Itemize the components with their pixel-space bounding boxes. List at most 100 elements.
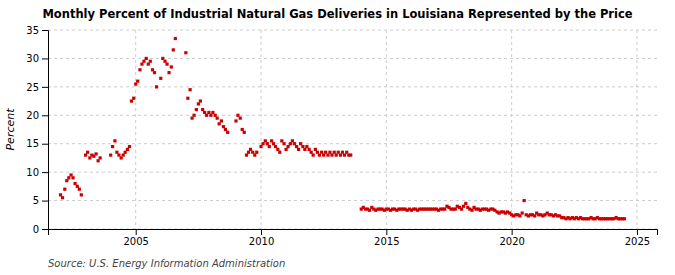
point: [293, 142, 296, 145]
point: [172, 48, 175, 51]
point: [312, 153, 315, 156]
point: [247, 151, 250, 154]
point: [161, 57, 164, 60]
point: [326, 153, 329, 156]
point: [155, 85, 158, 88]
point: [251, 151, 254, 154]
point: [291, 139, 294, 142]
y-tick-label: 25: [26, 82, 39, 93]
x-tick-mark: [136, 229, 137, 235]
point: [286, 145, 289, 148]
points: [59, 37, 626, 220]
y-grid-line: [48, 115, 657, 116]
y-tick-mark: [42, 58, 48, 59]
point: [136, 80, 139, 83]
y-tick: 25: [26, 82, 48, 93]
point: [322, 153, 325, 156]
y-tick-label: 0: [33, 224, 39, 235]
y-tick-label: 20: [26, 110, 39, 121]
point: [142, 60, 145, 63]
point: [78, 188, 81, 191]
point: [218, 122, 221, 125]
point: [278, 151, 281, 154]
y-tick-mark: [42, 115, 48, 116]
title: Monthly Percent of Industrial Natural Ga…: [42, 7, 632, 21]
point: [521, 211, 524, 214]
point: [184, 51, 187, 54]
x-tick-label: 2010: [249, 236, 274, 247]
point: [97, 159, 100, 162]
point: [301, 145, 304, 148]
point: [268, 145, 271, 148]
point: [193, 114, 196, 117]
point: [314, 148, 317, 151]
y-tick: 20: [26, 110, 48, 121]
point: [189, 88, 192, 91]
point: [113, 139, 116, 142]
point: [149, 60, 152, 63]
point: [470, 209, 473, 212]
point: [84, 153, 87, 156]
point: [368, 209, 371, 212]
point: [73, 182, 76, 185]
point: [460, 208, 463, 211]
point: [211, 111, 214, 114]
point: [341, 151, 344, 154]
point: [124, 151, 127, 154]
point: [282, 142, 285, 145]
point: [303, 148, 306, 151]
point: [328, 151, 331, 154]
point: [109, 153, 112, 156]
point: [111, 145, 114, 148]
point: [222, 125, 225, 128]
point: [234, 119, 237, 122]
point: [76, 185, 79, 188]
point: [249, 148, 252, 151]
point: [191, 117, 194, 120]
y-grid-line: [48, 86, 657, 87]
point: [464, 202, 467, 205]
x-tick-label: 2025: [625, 236, 650, 247]
point: [128, 145, 131, 148]
point: [147, 63, 150, 66]
point: [443, 208, 446, 211]
point: [63, 188, 66, 191]
point: [197, 102, 200, 105]
point: [207, 111, 210, 114]
grid: [48, 30, 657, 229]
point: [170, 65, 173, 68]
point: [241, 128, 244, 131]
point: [333, 151, 336, 154]
y-tick-mark: [42, 87, 48, 88]
point: [253, 153, 256, 156]
y-axis-label: Percent: [4, 108, 17, 151]
point: [345, 151, 348, 154]
point: [272, 142, 275, 145]
x-tick-mark: [512, 229, 513, 235]
point: [220, 119, 223, 122]
point: [138, 68, 141, 71]
point: [297, 148, 300, 151]
point: [65, 179, 68, 182]
point: [337, 151, 340, 154]
point: [163, 60, 166, 63]
y-tick-mark: [42, 229, 48, 230]
point: [264, 139, 267, 142]
point: [115, 151, 118, 154]
point: [259, 145, 262, 148]
point: [224, 128, 227, 131]
point: [239, 117, 242, 120]
point: [623, 217, 626, 220]
x-grid-line: [511, 30, 512, 229]
point: [310, 151, 313, 154]
point: [99, 156, 102, 159]
point: [88, 156, 91, 159]
point: [216, 117, 219, 120]
point: [61, 196, 64, 199]
x-tick: 2015: [374, 229, 399, 247]
point: [117, 153, 120, 156]
point: [205, 114, 208, 117]
point: [236, 114, 239, 117]
point: [339, 153, 342, 156]
y-grid-line: [48, 143, 657, 144]
